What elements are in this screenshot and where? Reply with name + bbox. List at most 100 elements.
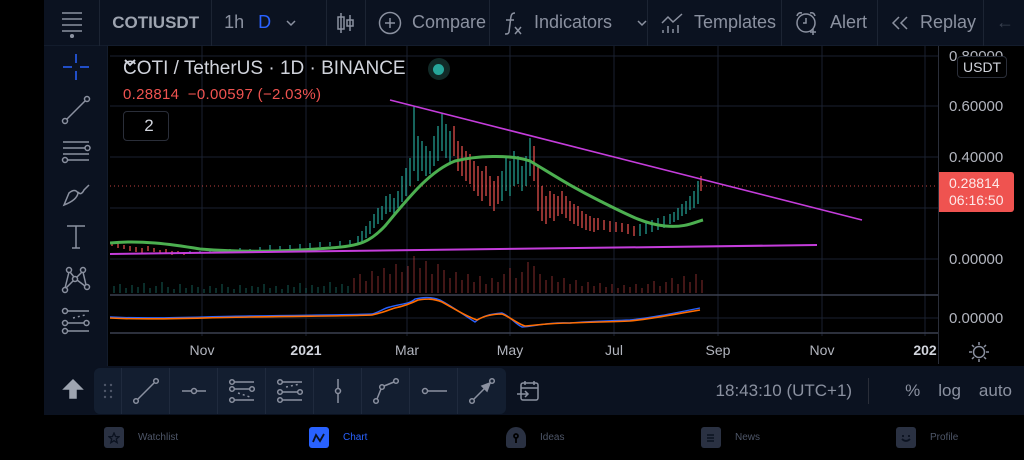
interval-d[interactable]: D (258, 12, 272, 32)
crosshair-icon (61, 52, 91, 82)
chevron-down-icon[interactable] (285, 19, 297, 27)
star-icon (104, 427, 124, 448)
last-price-badge: 0.28814 06:16:50 (939, 172, 1014, 212)
scroll-up-button[interactable] (62, 378, 84, 400)
prediction-tool[interactable] (44, 301, 107, 344)
time-axis[interactable]: Nov 2021 Mar May Jul Sep Nov 202 (110, 334, 938, 364)
symbol-search-button[interactable]: COTIUSDT (100, 0, 213, 46)
chart-style-button[interactable] (327, 0, 366, 46)
legend-title-text: COTI / TetherUS · 1D · BINANCE (123, 58, 406, 79)
time-label: Mar (394, 342, 420, 358)
templates-label: Templates (694, 12, 777, 32)
brush-tool[interactable] (44, 174, 107, 217)
fib-tool[interactable] (44, 131, 107, 174)
time-label: Sep (705, 342, 731, 358)
favorite-drawing-tools (94, 368, 506, 414)
bottom-navigation: Watchlist Chart Ideas News Profile (0, 415, 1024, 460)
auto-scale-toggle[interactable]: auto (978, 380, 1012, 400)
horizontal-line-icon (180, 377, 208, 405)
menu-button[interactable] (44, 0, 101, 46)
pattern-icon (61, 265, 91, 295)
time-label: May (496, 342, 524, 358)
arrow-icon (468, 377, 496, 405)
templates-icon (660, 11, 684, 35)
bar-countdown: 06:16:50 (949, 192, 1004, 208)
time-label: Nov (809, 342, 835, 358)
indicators-collapse-button[interactable]: 2 (123, 59, 169, 141)
path-button[interactable] (362, 368, 410, 414)
fib-retracement-button[interactable] (218, 368, 266, 414)
symbol-title[interactable]: COTI / TetherUS · 1D · BINANCE (123, 58, 450, 80)
arrow-button[interactable] (458, 368, 506, 414)
time-label: 2021 (290, 342, 322, 358)
arrow-left-icon: ← (996, 12, 1014, 32)
hamburger-menu-icon (61, 8, 83, 38)
templates-button[interactable]: Templates (648, 0, 782, 46)
percent-scale-toggle[interactable]: % (905, 380, 921, 400)
trend-line-button[interactable] (122, 368, 170, 414)
news-icon (701, 427, 721, 448)
nav-profile[interactable]: Profile (896, 427, 958, 448)
legend-price-row: 0.28814 −0.00597 (−2.03%) (123, 86, 450, 103)
indicators-label: Indicators (534, 12, 613, 32)
rewind-icon (890, 15, 910, 31)
nav-label: Profile (930, 432, 959, 443)
smiley-icon (896, 427, 916, 448)
alert-label: Alert (830, 12, 868, 32)
alert-button[interactable]: Alert (782, 0, 878, 46)
log-scale-toggle[interactable]: log (938, 380, 961, 400)
chevron-down-icon[interactable] (636, 19, 648, 27)
nav-news[interactable]: News (701, 427, 760, 448)
fib-extension-button[interactable] (266, 368, 314, 414)
horizontal-ray-button[interactable] (170, 368, 218, 414)
interval-1h[interactable]: 1h (224, 12, 245, 32)
legend-change-pct: (−2.03%) (257, 86, 322, 103)
legend-change: −0.00597 (187, 86, 254, 103)
timezone-button[interactable]: 18:43:10 (UTC+1) (716, 377, 870, 404)
indicator-count: 2 (144, 116, 154, 135)
price-label: 0.40000 (949, 149, 1004, 166)
nav-label: News (735, 432, 761, 443)
macd-scale-label: 0.00000 (949, 310, 1004, 327)
indicators-button[interactable]: Indicators (490, 0, 648, 46)
replay-label: Replay (920, 12, 977, 32)
pattern-tool[interactable] (44, 259, 107, 302)
text-icon (61, 222, 91, 252)
nav-watchlist[interactable]: Watchlist (104, 427, 178, 448)
price-label: 0.60000 (949, 98, 1004, 115)
top-toolbar: COTIUSDT 1h D Compare Indicators Templat… (44, 0, 1024, 46)
lightbulb-icon (506, 427, 526, 448)
chart-settings-icon[interactable] (968, 341, 990, 363)
nav-chart[interactable]: Chart (309, 427, 367, 448)
undo-button[interactable]: ← (984, 0, 1024, 46)
time-label: 202 (913, 342, 937, 358)
currency-badge[interactable]: USDT (957, 56, 1008, 78)
prediction-icon (61, 307, 91, 337)
go-to-date-icon[interactable] (516, 379, 540, 403)
candles-icon (336, 11, 356, 35)
chart-canvas[interactable]: COTI / TetherUS · 1D · BINANCE 0.28814 −… (110, 46, 938, 364)
text-tool[interactable] (44, 216, 107, 259)
interval-selector[interactable]: 1h D (212, 0, 328, 46)
fib-retracement-icon (61, 137, 91, 167)
legend-last-price: 0.28814 (123, 86, 180, 103)
trend-line-tool[interactable] (44, 89, 107, 132)
compare-button[interactable]: Compare (366, 0, 490, 46)
vertical-line-icon (324, 377, 352, 405)
replay-button[interactable]: Replay (878, 0, 984, 46)
nav-label: Ideas (540, 432, 565, 443)
market-status-icon[interactable] (427, 58, 450, 80)
ray-button[interactable] (410, 368, 458, 414)
bottom-toolbar: 18:43:10 (UTC+1) % log auto (44, 366, 1024, 415)
time-label: Nov (189, 342, 215, 358)
drag-handle[interactable] (94, 368, 122, 414)
trend-line-icon (61, 95, 91, 125)
symbol-label: COTIUSDT (112, 12, 200, 32)
price-scale[interactable]: 0.80000 USDT 0.60000 0.40000 0.28814 06:… (938, 46, 1024, 364)
chart-icon (309, 427, 329, 448)
nav-ideas[interactable]: Ideas (506, 427, 564, 448)
last-price-value: 0.28814 (949, 175, 1000, 191)
time-label: Jul (605, 342, 623, 358)
crosshair-tool[interactable] (44, 46, 107, 89)
vertical-line-button[interactable] (314, 368, 362, 414)
